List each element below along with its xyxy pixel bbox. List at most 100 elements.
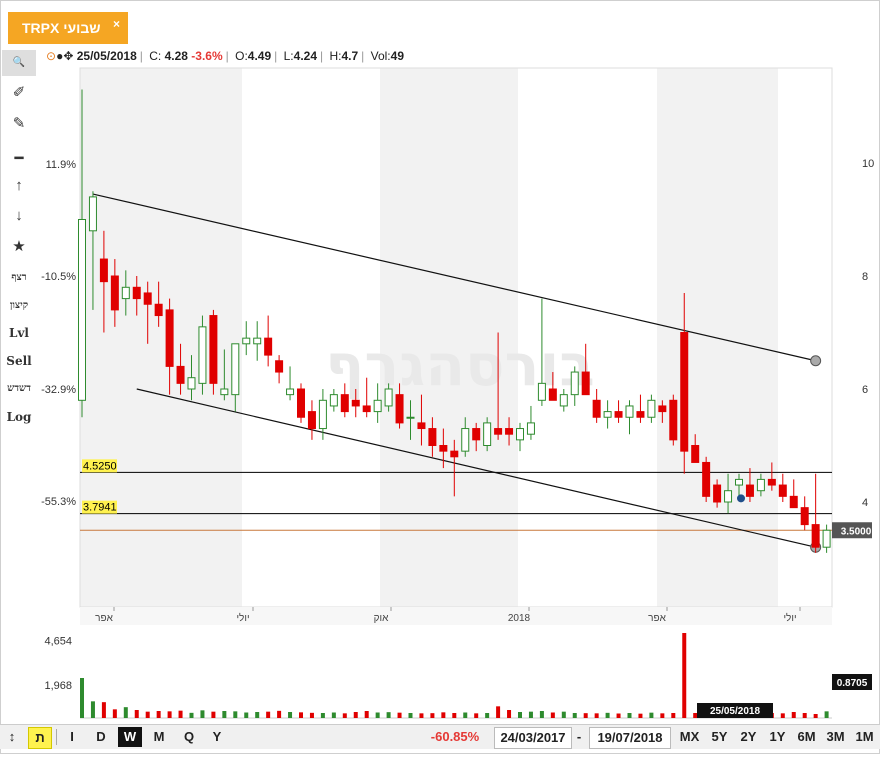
range-5y-button[interactable]: 5Y [711,729,728,744]
volume-bar [112,709,117,718]
candle [494,332,503,440]
tool-sell[interactable]: Sell [6,354,32,368]
vol-label: Vol: [370,49,391,63]
candle [691,434,700,463]
candle-body [614,411,623,418]
to-date-field[interactable]: 19/07/2018 [589,727,671,749]
range-mx-button[interactable]: MX [679,729,700,744]
volume-bar [813,714,818,718]
volume-bar [90,701,95,718]
line-tool[interactable]: ━ [14,150,24,167]
candle-body [647,399,656,418]
candle-body [132,286,141,300]
volume-bar [222,711,227,718]
volume-bar [627,713,632,718]
intraday-button[interactable]: ת [28,727,52,749]
interval-d-button[interactable]: D [96,729,106,744]
range-3m-button[interactable]: 3M [826,729,845,744]
candle [110,259,119,327]
candle-body [307,411,316,430]
window-tab[interactable]: TRPX שבועי × [8,12,128,44]
interval-m-button[interactable]: M [153,729,165,744]
volume-bar [331,712,336,718]
range-1y-button[interactable]: 1Y [769,729,786,744]
x-axis-label: יולי [236,612,249,624]
volume-bar [496,706,501,718]
candle-body [318,399,327,430]
candle [713,479,722,508]
range-6m-button[interactable]: 6M [797,729,816,744]
candle-body [636,411,645,418]
volume-bar [791,712,796,718]
candle-body [417,422,426,430]
volume-bar [583,713,588,718]
close-icon[interactable]: × [112,17,120,31]
candle-body [592,399,601,418]
candle [581,343,590,396]
range-2y-button[interactable]: 2Y [740,729,757,744]
tool-dashdash[interactable]: דשדש [7,383,31,394]
volume-bar [123,707,128,718]
candle [406,400,415,440]
candle [570,366,579,406]
candle [209,309,218,395]
date-range-dash: - [576,729,582,744]
volume-bar [528,711,533,718]
candle-body [559,394,568,407]
volume-bar [320,713,325,718]
star-tool[interactable]: ★ [12,238,26,255]
candle [373,383,382,423]
tool-lvl[interactable]: Lvl [9,326,29,340]
candle [516,422,524,452]
candle [264,315,273,367]
interval-y-button[interactable]: Y [212,729,222,744]
interval-i-button[interactable]: I [70,729,74,744]
window-title: TRPX שבועי [22,20,101,36]
draw-toggle-button[interactable]: ↕ [8,729,16,744]
pencil-tool[interactable]: ✎ [12,115,26,132]
volume-bar [561,711,566,718]
candle [329,389,338,412]
candle-body [691,445,700,463]
candle-body [373,399,382,413]
volume-bar [682,633,687,718]
price-chart[interactable]: בורסהגרף 10 8 6 4 11.9% -10.5% -32.9% -55.3% אפר י… [0,0,880,722]
arrow-down-tool[interactable]: ↓ [15,207,23,224]
tool-log[interactable]: Log [6,410,32,424]
close-value: 4.28 [164,49,188,63]
from-date-field[interactable]: 24/03/2017 [494,727,572,749]
volume-panel [80,625,832,718]
candle-body [548,388,557,401]
target-icon[interactable]: ⊙ [46,49,57,63]
left-axis-tick: 11.9% [46,159,77,171]
open-label: O: [235,49,248,63]
eraser-tool[interactable]: ✐ [12,84,26,101]
event-marker [737,494,745,503]
range-1m-button[interactable]: 1M [855,729,874,744]
candle [242,321,251,356]
volume-bar [244,712,249,718]
candle-body [220,388,229,396]
interval-q-button[interactable]: Q [183,729,195,744]
comment-icon[interactable]: ● [56,49,64,63]
volume-bar [397,712,402,718]
candle-body [198,326,207,384]
volume-bar [507,710,512,718]
candle [362,377,371,418]
toolbar-separator [56,729,57,745]
bottom-control-bar: ↕ ת I D W M Q Y -60.85% 24/03/2017-19/07/2018 MX 5Y… [0,724,880,749]
volume-bar [134,710,139,718]
candle [811,473,820,553]
candle-body [724,490,733,503]
tool-retzef[interactable]: רצף [11,272,27,283]
candle [778,473,787,502]
arrow-up-tool[interactable]: ↑ [15,177,23,194]
candle-body [297,388,305,418]
interval-w-button[interactable]: W [118,727,142,747]
shaded-band [80,68,242,607]
candle [756,473,765,497]
zoom-tool[interactable]: 🔍 [2,50,36,76]
candle-body [242,337,251,345]
tool-kitzon[interactable]: קיצון [9,300,29,311]
crosshair-icon[interactable]: ✥ [63,49,74,63]
